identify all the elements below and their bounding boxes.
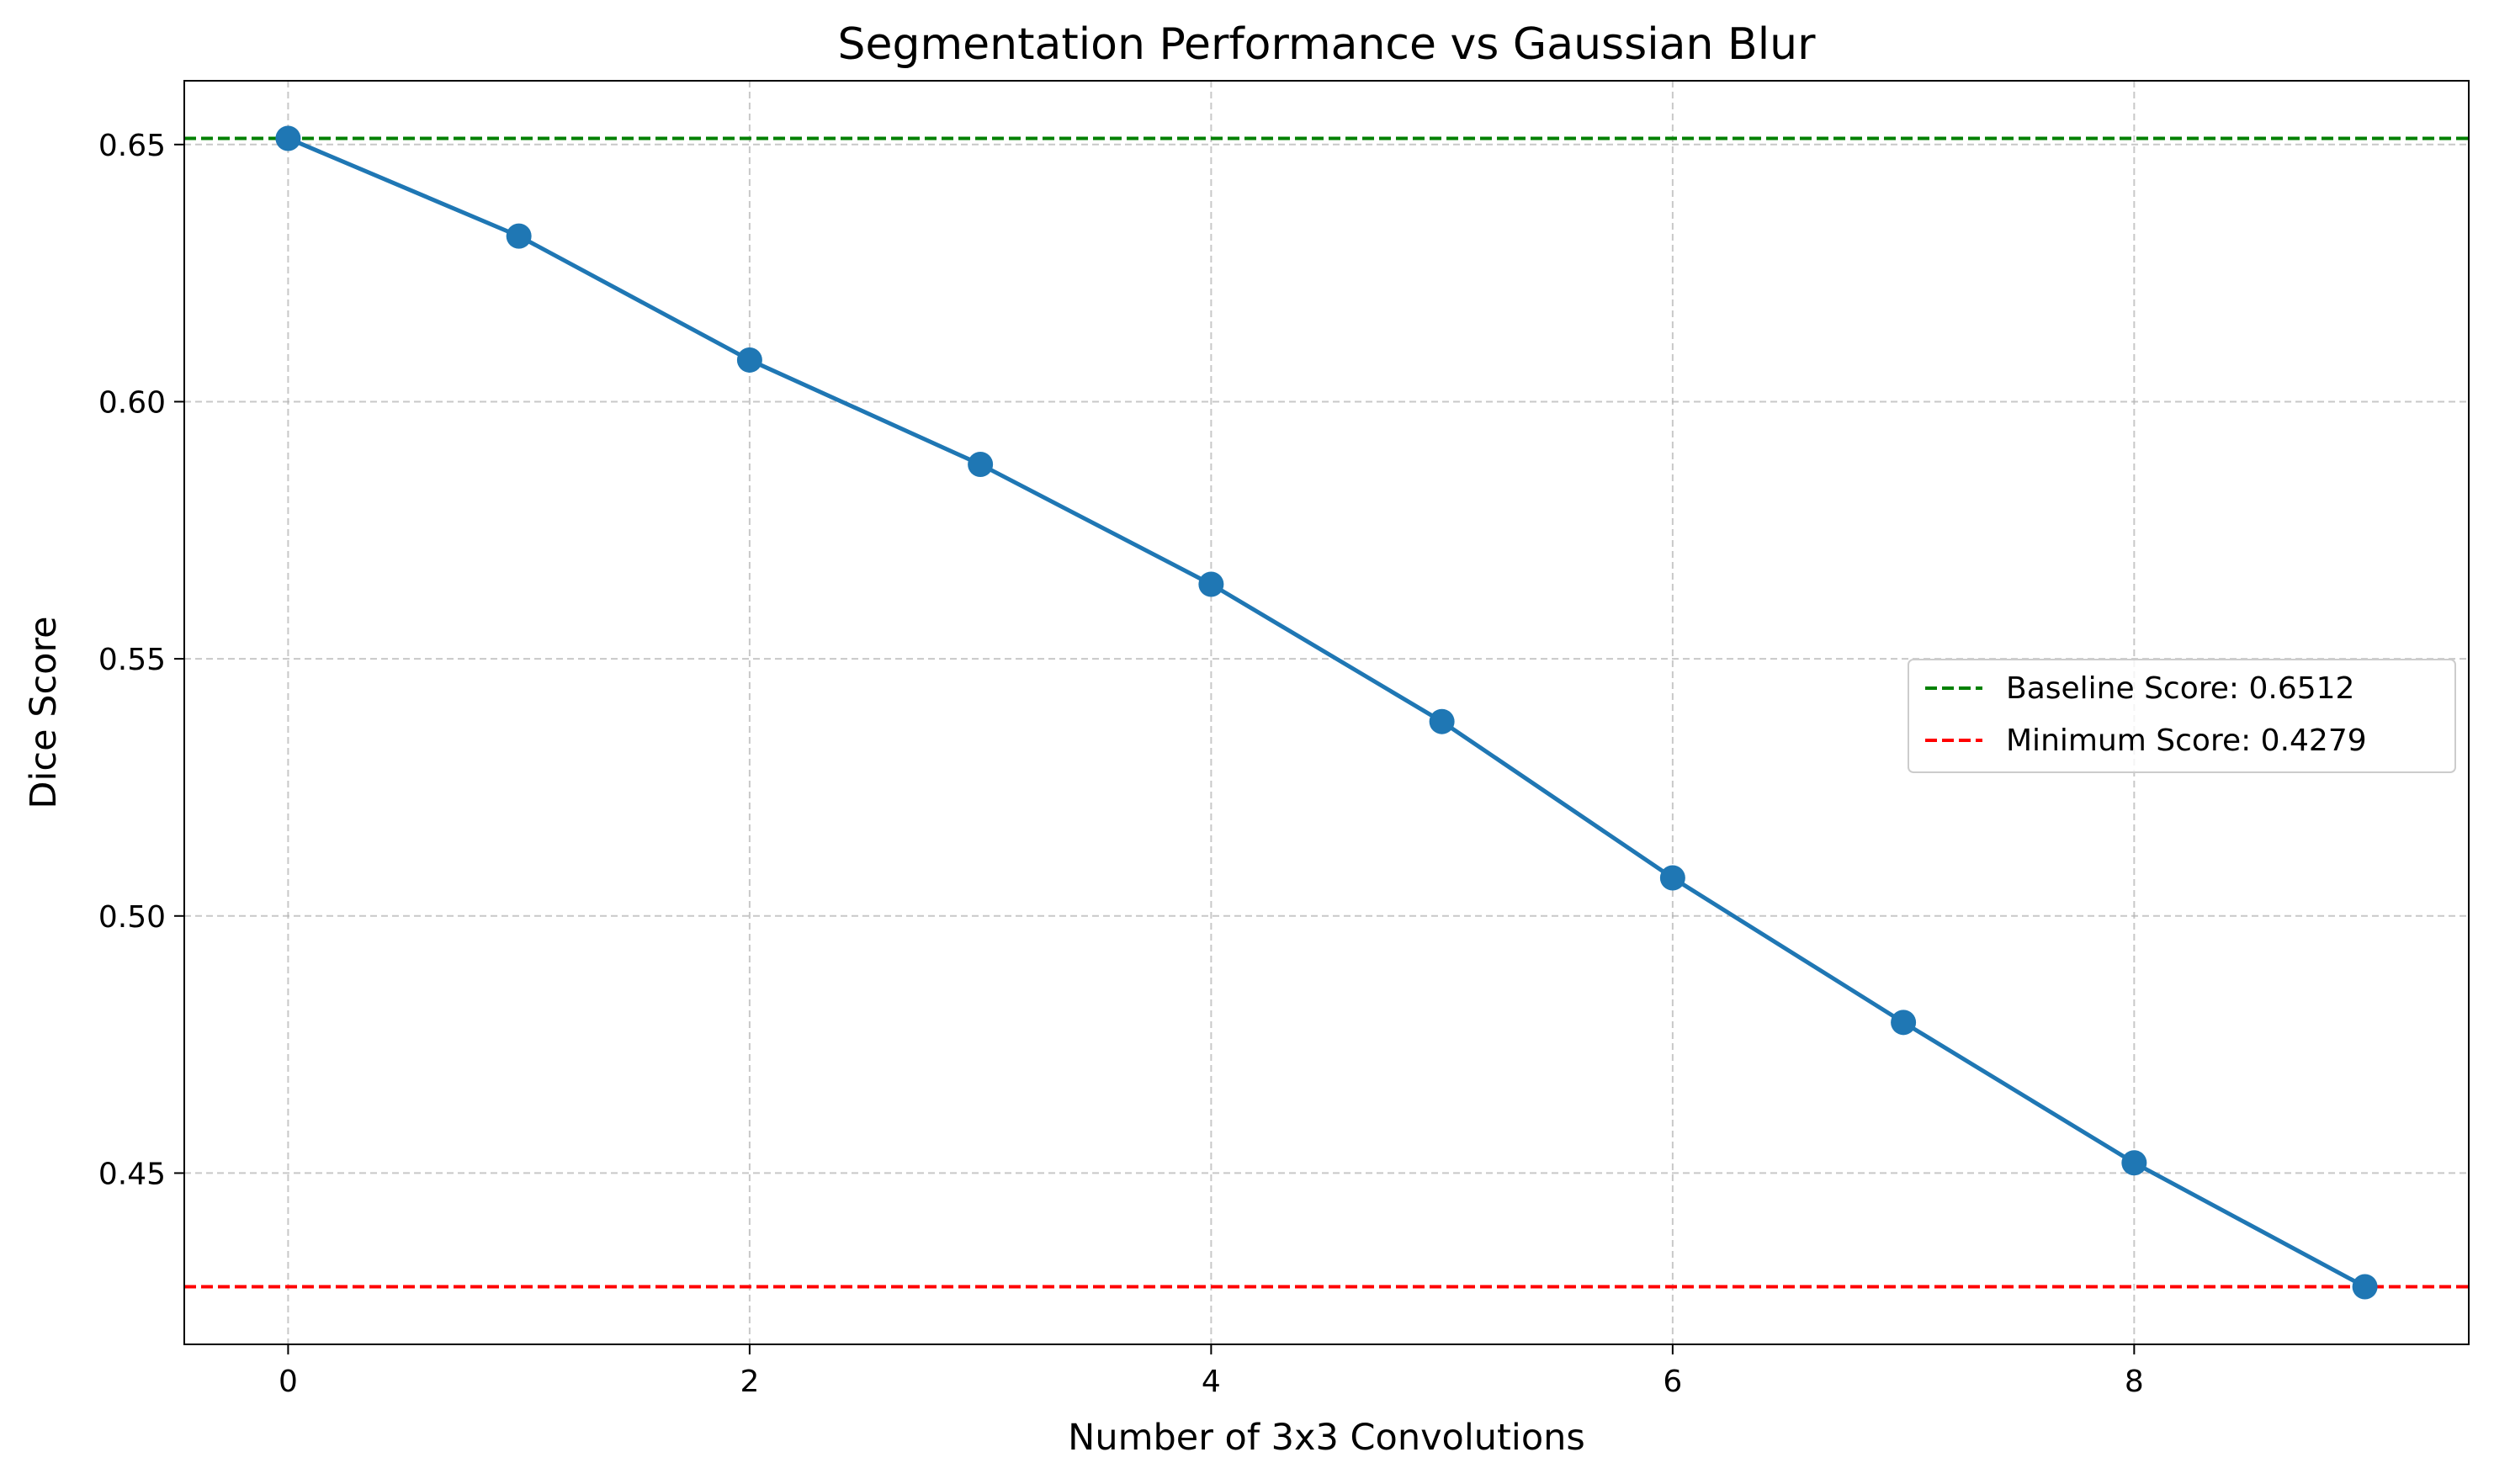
x-tick-label: 2	[740, 1365, 759, 1399]
x-tick-label: 6	[1663, 1365, 1682, 1399]
legend-box	[1908, 659, 2456, 773]
data-point	[1659, 865, 1685, 891]
x-tick-label: 4	[1202, 1365, 1221, 1399]
y-tick-label: 0.50	[98, 900, 166, 935]
data-point	[275, 125, 301, 151]
data-point	[968, 452, 994, 478]
legend-label: Minimum Score: 0.4279	[2006, 723, 2367, 758]
data-point	[2121, 1150, 2147, 1176]
y-tick-label: 0.60	[98, 385, 166, 420]
y-tick-label: 0.65	[98, 129, 166, 163]
legend: Baseline Score: 0.6512 Minimum Score: 0.4…	[1908, 659, 2456, 773]
y-tick-label: 0.55	[98, 643, 166, 677]
plot-frame	[183, 80, 2470, 1345]
reference-lines	[184, 136, 2469, 1289]
data-point	[506, 223, 532, 249]
series-layer	[275, 125, 2378, 1300]
x-axis-label: Number of 3x3 Convolutions	[1068, 1417, 1585, 1459]
data-point	[1429, 708, 1455, 734]
grid	[184, 81, 2469, 1344]
chart-title: Segmentation Performance vs Gaussian Blu…	[837, 19, 1816, 70]
x-tick-label: 8	[2125, 1365, 2144, 1399]
data-point	[2352, 1274, 2378, 1300]
y-axis-label: Dice Score	[23, 616, 65, 808]
x-tick-label: 0	[279, 1365, 298, 1399]
data-point	[1891, 1010, 1917, 1036]
legend-label: Baseline Score: 0.6512	[2006, 671, 2354, 706]
data-point	[736, 347, 762, 373]
ticks: 0 2 4 6 8 0.45 0.50 0.55 0.60 0.65	[98, 129, 2144, 1399]
y-tick-label: 0.45	[98, 1157, 166, 1191]
series-line	[287, 136, 2366, 1289]
data-point	[1198, 571, 1224, 597]
